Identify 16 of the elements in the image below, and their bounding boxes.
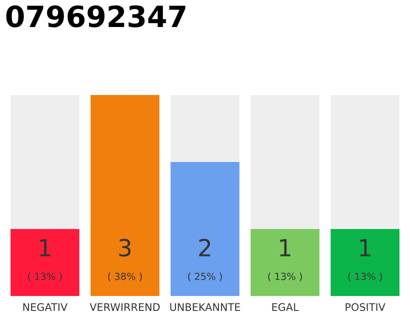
data-label: 3: [119, 238, 131, 257]
x-tick-label: VERWIRREND: [90, 303, 160, 311]
annotation: ( 13% ): [268, 272, 302, 282]
chart-title: 079692347: [6, 5, 186, 28]
x-tick-label: POSITIV: [346, 303, 386, 312]
x-tick-label: UNBEKANNTE: [170, 303, 240, 312]
x-tick-label: NEGATIV: [23, 303, 68, 312]
data-label: 1: [40, 239, 50, 256]
annotation: ( 25% ): [188, 272, 222, 282]
data-label: 2: [199, 238, 210, 256]
annotation: ( 13% ): [348, 272, 382, 282]
data-label: 1: [360, 239, 370, 256]
annotation: ( 13% ): [28, 272, 62, 282]
data-label: 1: [280, 239, 290, 256]
annotation: ( 38% ): [108, 272, 142, 282]
x-tick-label: EGAL: [272, 303, 299, 312]
